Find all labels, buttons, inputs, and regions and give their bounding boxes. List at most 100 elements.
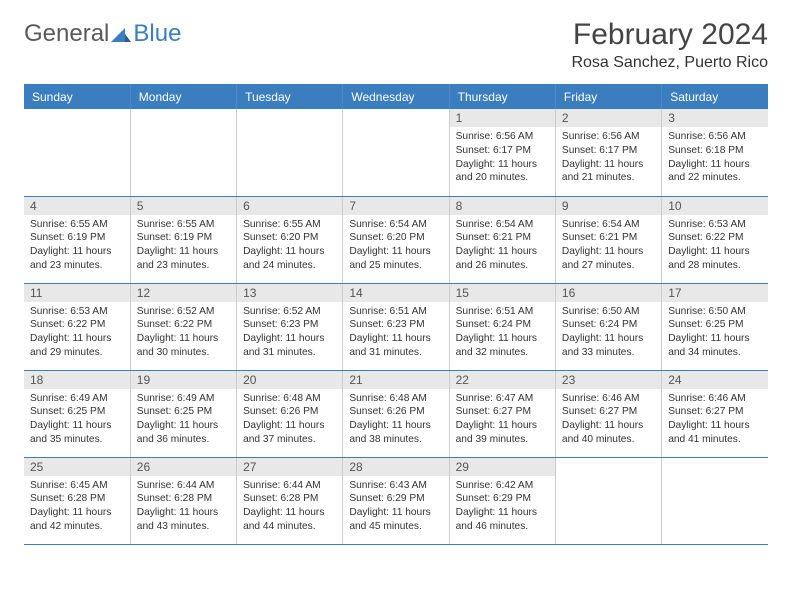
day-details: Sunrise: 6:55 AMSunset: 6:19 PMDaylight:… bbox=[131, 215, 236, 278]
day-details: Sunrise: 6:54 AMSunset: 6:21 PMDaylight:… bbox=[450, 215, 555, 278]
day-details: Sunrise: 6:51 AMSunset: 6:24 PMDaylight:… bbox=[450, 302, 555, 365]
daylight-text: Daylight: 11 hours and 43 minutes. bbox=[137, 506, 230, 534]
calendar-page: General Blue February 2024 Rosa Sanchez,… bbox=[0, 0, 792, 565]
sunset-text: Sunset: 6:19 PM bbox=[30, 231, 124, 245]
location-text: Rosa Sanchez, Puerto Rico bbox=[571, 54, 768, 72]
title-block: February 2024 Rosa Sanchez, Puerto Rico bbox=[571, 20, 768, 72]
sunrise-text: Sunrise: 6:54 AM bbox=[456, 218, 549, 232]
sunrise-text: Sunrise: 6:54 AM bbox=[349, 218, 442, 232]
calendar-day-cell: 13 Sunrise: 6:52 AMSunset: 6:23 PMDayligh… bbox=[237, 283, 343, 370]
day-number: 25 bbox=[24, 458, 130, 476]
calendar-day-cell: .. bbox=[555, 457, 661, 544]
day-details: Sunrise: 6:56 AMSunset: 6:17 PMDaylight:… bbox=[556, 127, 661, 190]
sunrise-text: Sunrise: 6:55 AM bbox=[30, 218, 124, 232]
day-details: Sunrise: 6:51 AMSunset: 6:23 PMDaylight:… bbox=[343, 302, 448, 365]
daylight-text: Daylight: 11 hours and 25 minutes. bbox=[349, 245, 442, 273]
sunset-text: Sunset: 6:17 PM bbox=[456, 144, 549, 158]
sunrise-text: Sunrise: 6:52 AM bbox=[137, 305, 230, 319]
daylight-text: Daylight: 11 hours and 36 minutes. bbox=[137, 419, 230, 447]
day-details: Sunrise: 6:56 AMSunset: 6:18 PMDaylight:… bbox=[662, 127, 768, 190]
sunset-text: Sunset: 6:24 PM bbox=[456, 318, 549, 332]
weekday-header: Monday bbox=[130, 85, 236, 110]
daylight-text: Daylight: 11 hours and 41 minutes. bbox=[668, 419, 762, 447]
sunset-text: Sunset: 6:23 PM bbox=[349, 318, 442, 332]
sunset-text: Sunset: 6:27 PM bbox=[562, 405, 655, 419]
day-number: 7 bbox=[343, 197, 448, 215]
sunrise-text: Sunrise: 6:52 AM bbox=[243, 305, 336, 319]
daylight-text: Daylight: 11 hours and 31 minutes. bbox=[243, 332, 336, 360]
calendar-day-cell: 16Sunrise: 6:50 AMSunset: 6:24 PMDayligh… bbox=[555, 283, 661, 370]
daylight-text: Daylight: 11 hours and 22 minutes. bbox=[668, 158, 762, 186]
sunset-text: Sunset: 6:26 PM bbox=[243, 405, 336, 419]
calendar-day-cell: 1Sunrise: 6:56 AMSunset: 6:17 PMDaylight… bbox=[449, 109, 555, 196]
daylight-text: Daylight: 11 hours and 23 minutes. bbox=[30, 245, 124, 273]
daylight-text: Daylight: 11 hours and 40 minutes. bbox=[562, 419, 655, 447]
day-details: Sunrise: 6:55 AMSunset: 6:19 PMDaylight:… bbox=[24, 215, 130, 278]
sunrise-text: Sunrise: 6:46 AM bbox=[562, 392, 655, 406]
calendar-body: ........1Sunrise: 6:56 AMSunset: 6:17 PM… bbox=[24, 109, 768, 544]
day-details: Sunrise: 6:44 AMSunset: 6:28 PMDaylight:… bbox=[237, 476, 342, 539]
sunrise-text: Sunrise: 6:44 AM bbox=[243, 479, 336, 493]
daylight-text: Daylight: 11 hours and 21 minutes. bbox=[562, 158, 655, 186]
day-details: Sunrise: 6:46 AMSunset: 6:27 PMDaylight:… bbox=[662, 389, 768, 452]
day-details: Sunrise: 6:48 AMSunset: 6:26 PMDaylight:… bbox=[237, 389, 342, 452]
sunset-text: Sunset: 6:25 PM bbox=[30, 405, 124, 419]
day-number: 29 bbox=[450, 458, 555, 476]
sunset-text: Sunset: 6:23 PM bbox=[243, 318, 336, 332]
sunset-text: Sunset: 6:17 PM bbox=[562, 144, 655, 158]
calendar-header-row: SundayMondayTuesdayWednesdayThursdayFrid… bbox=[24, 85, 768, 110]
daylight-text: Daylight: 11 hours and 32 minutes. bbox=[456, 332, 549, 360]
day-number: 1 bbox=[450, 109, 555, 127]
calendar-day-cell: 26Sunrise: 6:44 AMSunset: 6:28 PMDayligh… bbox=[130, 457, 236, 544]
sunrise-text: Sunrise: 6:49 AM bbox=[30, 392, 124, 406]
sunset-text: Sunset: 6:18 PM bbox=[668, 144, 762, 158]
sunset-text: Sunset: 6:25 PM bbox=[137, 405, 230, 419]
day-number: 22 bbox=[450, 371, 555, 389]
sunrise-text: Sunrise: 6:53 AM bbox=[668, 218, 762, 232]
calendar-day-cell: 27Sunrise: 6:44 AMSunset: 6:28 PMDayligh… bbox=[237, 457, 343, 544]
calendar-day-cell: .. bbox=[237, 109, 343, 196]
daylight-text: Daylight: 11 hours and 35 minutes. bbox=[30, 419, 124, 447]
day-number: 18 bbox=[24, 371, 130, 389]
calendar-day-cell: 18Sunrise: 6:49 AMSunset: 6:25 PMDayligh… bbox=[24, 370, 130, 457]
day-number: 24 bbox=[662, 371, 768, 389]
daylight-text: Daylight: 11 hours and 44 minutes. bbox=[243, 506, 336, 534]
day-details: Sunrise: 6:46 AMSunset: 6:27 PMDaylight:… bbox=[556, 389, 661, 452]
calendar-day-cell: 22Sunrise: 6:47 AMSunset: 6:27 PMDayligh… bbox=[449, 370, 555, 457]
sunset-text: Sunset: 6:28 PM bbox=[30, 492, 124, 506]
daylight-text: Daylight: 11 hours and 42 minutes. bbox=[30, 506, 124, 534]
daylight-text: Daylight: 11 hours and 29 minutes. bbox=[30, 332, 124, 360]
daylight-text: Daylight: 11 hours and 31 minutes. bbox=[349, 332, 442, 360]
weekday-header: Friday bbox=[555, 85, 661, 110]
day-number: 13 bbox=[237, 284, 342, 302]
calendar-week-row: 11Sunrise: 6:53 AMSunset: 6:22 PMDayligh… bbox=[24, 283, 768, 370]
day-number: 6 bbox=[237, 197, 342, 215]
sunrise-text: Sunrise: 6:51 AM bbox=[456, 305, 549, 319]
sunset-text: Sunset: 6:29 PM bbox=[456, 492, 549, 506]
sunrise-text: Sunrise: 6:49 AM bbox=[137, 392, 230, 406]
sunset-text: Sunset: 6:20 PM bbox=[243, 231, 336, 245]
day-details: Sunrise: 6:56 AMSunset: 6:17 PMDaylight:… bbox=[450, 127, 555, 190]
daylight-text: Daylight: 11 hours and 34 minutes. bbox=[668, 332, 762, 360]
calendar-day-cell: 21Sunrise: 6:48 AMSunset: 6:26 PMDayligh… bbox=[343, 370, 449, 457]
daylight-text: Daylight: 11 hours and 26 minutes. bbox=[456, 245, 549, 273]
triangle-icon bbox=[111, 26, 131, 42]
sunset-text: Sunset: 6:29 PM bbox=[349, 492, 442, 506]
calendar-day-cell: 8Sunrise: 6:54 AMSunset: 6:21 PMDaylight… bbox=[449, 196, 555, 283]
sunrise-text: Sunrise: 6:43 AM bbox=[349, 479, 442, 493]
sunrise-text: Sunrise: 6:42 AM bbox=[456, 479, 549, 493]
day-details: Sunrise: 6:53 AMSunset: 6:22 PMDaylight:… bbox=[24, 302, 130, 365]
sunrise-text: Sunrise: 6:48 AM bbox=[349, 392, 442, 406]
calendar-day-cell: 19Sunrise: 6:49 AMSunset: 6:25 PMDayligh… bbox=[130, 370, 236, 457]
sunrise-text: Sunrise: 6:56 AM bbox=[456, 130, 549, 144]
sunset-text: Sunset: 6:26 PM bbox=[349, 405, 442, 419]
calendar-day-cell: .. bbox=[130, 109, 236, 196]
day-details: Sunrise: 6:49 AMSunset: 6:25 PMDaylight:… bbox=[24, 389, 130, 452]
calendar-day-cell: 4Sunrise: 6:55 AMSunset: 6:19 PMDaylight… bbox=[24, 196, 130, 283]
daylight-text: Daylight: 11 hours and 27 minutes. bbox=[562, 245, 655, 273]
daylight-text: Daylight: 11 hours and 37 minutes. bbox=[243, 419, 336, 447]
day-details: Sunrise: 6:54 AMSunset: 6:20 PMDaylight:… bbox=[343, 215, 448, 278]
calendar-day-cell: 20Sunrise: 6:48 AMSunset: 6:26 PMDayligh… bbox=[237, 370, 343, 457]
calendar-week-row: 25Sunrise: 6:45 AMSunset: 6:28 PMDayligh… bbox=[24, 457, 768, 544]
calendar-day-cell: 2Sunrise: 6:56 AMSunset: 6:17 PMDaylight… bbox=[555, 109, 661, 196]
